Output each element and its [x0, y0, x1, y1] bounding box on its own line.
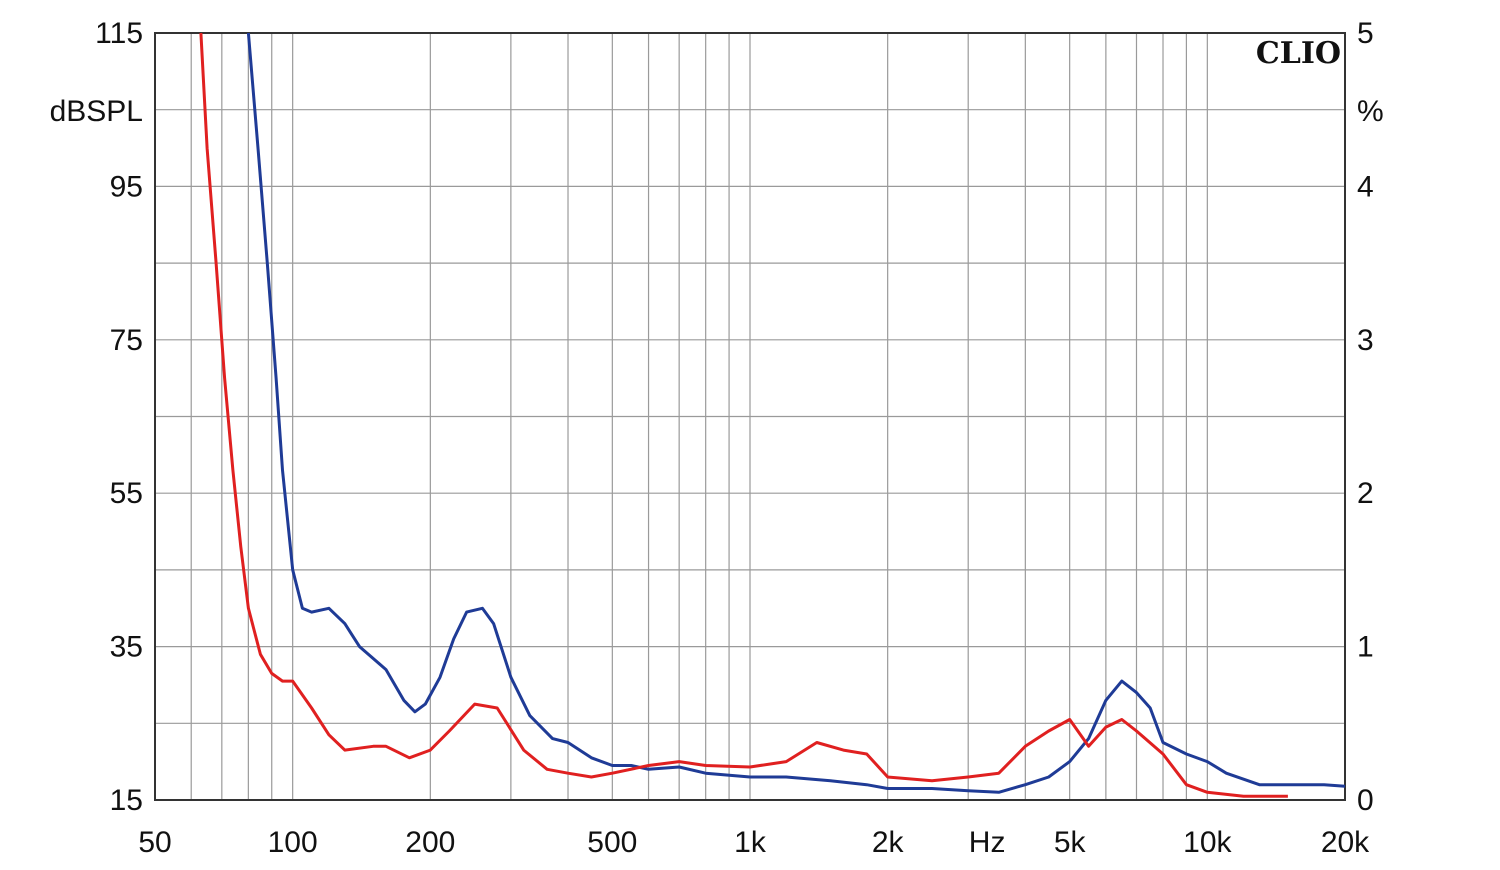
y-right-tick-label: 0	[1357, 784, 1374, 817]
x-tick-label: 10k	[1183, 826, 1232, 859]
x-unit-label: Hz	[969, 826, 1006, 859]
y-left-unit-label: dBSPL	[50, 95, 143, 128]
clio-brand-logo: CLIO	[1256, 36, 1341, 71]
x-tick-label: 20k	[1321, 826, 1370, 859]
y-right-tick-label: 3	[1357, 324, 1374, 357]
y-left-tick-label: 115	[95, 17, 143, 50]
x-tick-label: 500	[587, 826, 637, 859]
y-left-tick-label: 95	[110, 170, 143, 203]
series-line-1	[246, 32, 1346, 794]
y-left-tick-label: 15	[110, 784, 143, 817]
axis-labels: 115 95 75 55 35 15 dBSPL 5 4 3 2 1 0% 50 100 200 500 1k 2k…	[50, 17, 1384, 859]
y-left-tick-label: 55	[110, 477, 143, 510]
y-right-tick-label: 4	[1357, 170, 1374, 203]
x-tick-label: 200	[405, 826, 455, 859]
y-right-tick-label: 1	[1357, 631, 1374, 664]
y-right-tick-label: 5	[1357, 17, 1374, 50]
y-left-tick-label: 35	[110, 631, 143, 664]
x-tick-label: 2k	[872, 826, 905, 859]
x-tick-label: 1k	[734, 826, 767, 859]
x-tick-label: 5k	[1054, 826, 1087, 859]
y-left-tick-label: 75	[110, 324, 143, 357]
plot-frame	[154, 32, 1346, 801]
x-tick-label: 50	[138, 826, 171, 859]
chart-grid	[155, 33, 1345, 800]
y-right-unit-label: %	[1357, 95, 1384, 128]
series-line-2	[199, 32, 1288, 798]
series-layer	[199, 32, 1346, 798]
x-tick-label: 100	[268, 826, 318, 859]
y-right-tick-label: 2	[1357, 477, 1374, 510]
